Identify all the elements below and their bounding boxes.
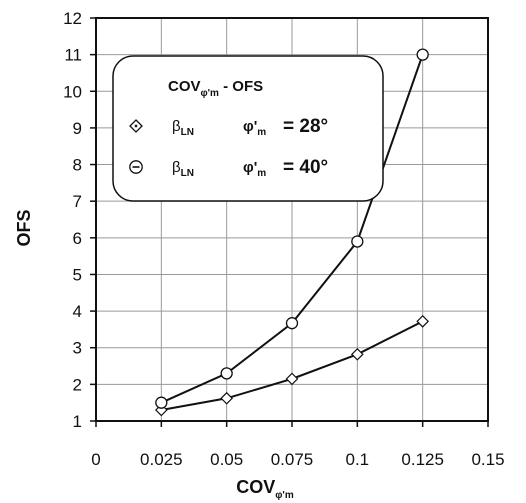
x-tick-label: 0.05 xyxy=(210,450,243,469)
diamond-marker xyxy=(350,347,364,361)
legend-value-40: = 40° xyxy=(283,157,328,178)
x-axis-title-sub: φ'm xyxy=(275,490,294,501)
y-tick-label: 11 xyxy=(64,46,82,65)
diamond-marker xyxy=(416,315,430,328)
x-tick-label: 0.1 xyxy=(346,450,370,469)
legend-title: COVφ'm - OFS xyxy=(168,78,263,99)
y-tick-label: 2 xyxy=(73,375,82,394)
y-tick-label: 7 xyxy=(73,192,82,211)
circle-marker xyxy=(285,317,299,330)
y-tick-label: 6 xyxy=(73,229,82,248)
x-tick-label: 0 xyxy=(91,450,100,469)
circle-marker xyxy=(155,396,168,409)
legend-circle-marker xyxy=(129,160,143,174)
y-tick-label: 3 xyxy=(73,339,82,358)
legend-beta-28: βLN xyxy=(172,118,194,138)
x-axis-title: COVφ'm xyxy=(236,477,294,501)
diamond-marker xyxy=(220,391,234,405)
y-tick-label: 4 xyxy=(73,302,82,321)
y-tick-label: 12 xyxy=(63,9,82,28)
legend-phi-40: φ'm xyxy=(243,159,266,179)
y-tick-label: 5 xyxy=(73,265,82,284)
x-axis-title-main: COV xyxy=(236,477,275,497)
legend-phi-28: φ'm xyxy=(243,118,266,138)
x-tick-label: 0.15 xyxy=(471,450,504,469)
legend-entry-28: βLN φ'm = 28° xyxy=(129,116,328,138)
legend: COVφ'm - OFS βLN φ'm = 28° βLN φ'm = 40° xyxy=(112,55,384,202)
y-tick-label: 10 xyxy=(63,82,82,101)
legend-value-28: = 28° xyxy=(283,116,328,137)
circle-marker xyxy=(220,367,233,380)
legend-beta-40: βLN xyxy=(172,159,194,179)
y-tick-label: 9 xyxy=(73,119,82,138)
x-tick-label: 0.075 xyxy=(271,450,314,469)
legend-entry-40: βLN φ'm = 40° xyxy=(129,157,328,179)
circle-marker xyxy=(351,235,364,248)
series-diamond xyxy=(154,315,430,417)
x-tick-label: 0.025 xyxy=(140,450,183,469)
circle-marker xyxy=(416,48,429,61)
y-axis-title: OFS xyxy=(14,209,34,246)
legend-diamond-marker xyxy=(129,119,143,133)
axis-ticks: 0 0.025 0.05 0.075 0.1 0.125 0.151234567891011… xyxy=(63,9,504,469)
y-tick-label: 8 xyxy=(73,156,82,175)
x-tick-label: 0.125 xyxy=(401,450,444,469)
y-tick-label: 1 xyxy=(73,412,82,431)
diamond-marker xyxy=(285,372,299,386)
legend-box xyxy=(112,55,384,202)
